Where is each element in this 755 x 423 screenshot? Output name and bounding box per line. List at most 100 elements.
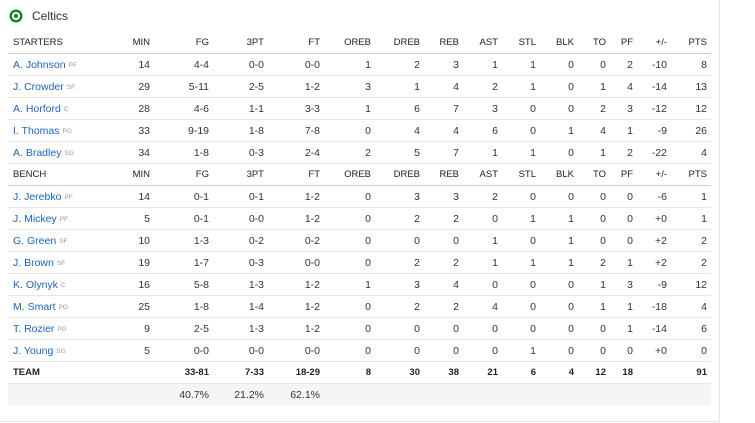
stat-cell: 2 — [324, 141, 375, 164]
player-name: J. Mickey — [13, 212, 57, 225]
stat-cell: -18 — [637, 295, 671, 318]
stat-cell: 0 — [502, 273, 540, 296]
stat-cell: 2 — [610, 141, 637, 164]
stat-cell: 0-0 — [213, 339, 268, 362]
stat-cell: 0-0 — [213, 53, 268, 76]
stat-cell: 1-7 — [154, 251, 213, 274]
stat-cell: 0 — [502, 119, 540, 142]
player-row: A. Bradley SG 34 1-8 0-3 2-4 2 5 7 1 1 0 1 2 -22 4 — [8, 141, 711, 164]
stat-cell: 0-2 — [213, 229, 268, 252]
player-cell: A. Johnson PF — [8, 53, 105, 76]
percentage-cell: 21.2% — [213, 383, 268, 405]
stat-cell: 0-0 — [213, 207, 268, 230]
stat-cell: -9 — [637, 273, 671, 296]
column-header: OREB — [324, 32, 375, 54]
player-row: T. Rozier PG 9 2-5 1-3 1-2 0 0 0 0 0 0 0 1 -14 6 — [8, 317, 711, 340]
player-name: J. Brown — [13, 256, 54, 269]
stat-cell: 1-2 — [268, 295, 324, 318]
player-cell: K. Olynyk C — [8, 273, 105, 296]
player-position: SF — [59, 237, 68, 245]
stat-cell: 0 — [463, 207, 502, 230]
player-name: A. Johnson — [13, 58, 66, 71]
player-row: K. Olynyk C 16 5-8 1-3 1-2 1 3 4 0 0 0 1 3 -9 12 — [8, 273, 711, 296]
player-name: G. Green — [13, 234, 57, 247]
stat-cell: 0 — [540, 185, 578, 208]
column-header: +/- — [637, 32, 671, 54]
stat-cell: 0 — [578, 53, 610, 76]
team-stat: 4 — [540, 361, 578, 384]
column-header: PF — [610, 163, 637, 186]
stat-cell: 1 — [502, 141, 540, 164]
column-header: AST — [463, 163, 502, 186]
column-header: FT — [268, 32, 324, 54]
stat-cell: 2 — [610, 53, 637, 76]
section-header-row: BENCH MIN FG 3PT FT OREB DREB REB AST STL BLK TO PF +… — [8, 163, 711, 186]
team-stat: 30 — [375, 361, 424, 384]
team-name: Celtics — [32, 9, 69, 23]
stat-cell: 0-0 — [154, 339, 213, 362]
player-name: I. Thomas — [13, 124, 60, 137]
stat-cell: 29 — [105, 75, 154, 98]
stat-cell: 2 — [375, 207, 424, 230]
column-header: FG — [154, 32, 213, 54]
stat-cell: 1 — [578, 295, 610, 318]
stat-cell: 0 — [375, 339, 424, 362]
stat-cell: 0 — [463, 273, 502, 296]
stat-cell: 4 — [671, 295, 711, 318]
stat-cell: 4 — [610, 75, 637, 98]
stat-cell: 0 — [463, 339, 502, 362]
stat-cell: 1 — [540, 229, 578, 252]
column-header: AST — [463, 32, 502, 54]
stat-cell: 0 — [375, 317, 424, 340]
player-name: A. Bradley — [13, 146, 62, 159]
stat-cell: 1-2 — [268, 185, 324, 208]
box-score-panel: Celtics STARTERS MIN FG 3PT FT OREB DREB REB AST… — [0, 0, 720, 422]
stat-cell: 1 — [502, 339, 540, 362]
stat-cell: 16 — [105, 273, 154, 296]
column-header: PF — [610, 32, 637, 54]
stat-cell: 4 — [671, 141, 711, 164]
player-position: SG — [56, 347, 66, 355]
player-row: J. Young SG 5 0-0 0-0 0-0 0 0 0 0 1 0 0 0 +0 0 — [8, 339, 711, 362]
team-stat — [105, 361, 154, 384]
stat-cell: 0-0 — [268, 251, 324, 274]
stat-cell: 5-8 — [154, 273, 213, 296]
stat-cell: 0-0 — [268, 339, 324, 362]
player-position: PG — [57, 325, 67, 333]
stat-cell: 0 — [324, 207, 375, 230]
stat-cell: 1 — [610, 251, 637, 274]
percentage-cell: 40.7% — [154, 383, 213, 405]
player-position: PF — [64, 193, 73, 201]
player-cell: T. Rozier PG — [8, 317, 105, 340]
stat-cell: 6 — [463, 119, 502, 142]
stat-cell: 4-6 — [154, 97, 213, 120]
stat-cell: 0 — [578, 229, 610, 252]
stat-cell: 3 — [375, 185, 424, 208]
player-position: SF — [56, 259, 66, 267]
player-name: T. Rozier — [13, 322, 55, 335]
stat-cell: -22 — [637, 141, 671, 164]
column-header: BLK — [540, 32, 578, 54]
stat-cell: 1 — [324, 273, 375, 296]
stat-cell: 0 — [324, 251, 375, 274]
stat-cell: 1 — [671, 207, 711, 230]
column-header: TO — [578, 32, 610, 54]
stat-cell: 6 — [671, 317, 711, 340]
stat-cell: 1 — [502, 75, 540, 98]
stat-cell: 1-8 — [154, 295, 213, 318]
stat-cell: 0-3 — [213, 141, 268, 164]
stat-cell: 5 — [105, 207, 154, 230]
team-stat: 18 — [610, 361, 637, 384]
stat-cell: 1-2 — [268, 317, 324, 340]
stat-cell: 2 — [375, 251, 424, 274]
player-cell: J. Crowder SF — [8, 75, 105, 98]
stat-cell: 1 — [578, 75, 610, 98]
percentage-cell — [324, 383, 375, 405]
stat-cell: 2 — [375, 53, 424, 76]
stat-cell: 2 — [671, 229, 711, 252]
stat-cell: 1 — [463, 53, 502, 76]
player-row: G. Green SF 10 1-3 0-2 0-2 0 0 0 1 0 1 0 0 +2 2 — [8, 229, 711, 252]
column-header: STL — [502, 32, 540, 54]
stat-cell: 1-3 — [154, 229, 213, 252]
column-header: PTS — [671, 163, 711, 186]
